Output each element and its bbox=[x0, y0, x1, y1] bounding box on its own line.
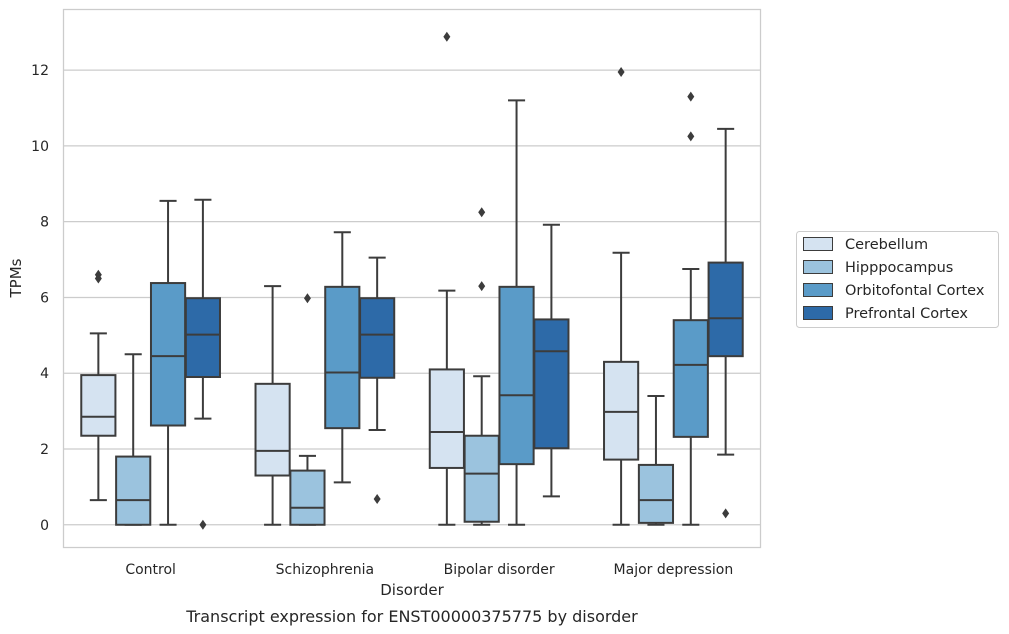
box-0-3 bbox=[603, 67, 640, 526]
y-tick-label: 8 bbox=[40, 215, 49, 231]
box-1-0 bbox=[115, 353, 152, 526]
box-body bbox=[289, 469, 326, 526]
box-body bbox=[672, 319, 709, 438]
box-body bbox=[428, 368, 465, 469]
box-body bbox=[359, 297, 396, 379]
legend-swatch bbox=[803, 306, 833, 320]
legend-label: Hipppocampus bbox=[845, 260, 953, 276]
legend-label: Prefrontal Cortex bbox=[845, 306, 968, 322]
y-axis-label: TPMs bbox=[7, 258, 25, 298]
box-1-1 bbox=[289, 293, 326, 526]
legend-label: Orbitofontal Cortex bbox=[845, 283, 985, 299]
outlier-point bbox=[617, 67, 625, 78]
y-tick-label: 10 bbox=[31, 139, 49, 155]
box-body bbox=[324, 285, 361, 430]
legend-label: Cerebellum bbox=[845, 237, 928, 253]
legend-swatch bbox=[803, 260, 833, 274]
box-body bbox=[498, 285, 535, 466]
box-3-0 bbox=[184, 198, 221, 530]
box-1-2 bbox=[463, 207, 500, 526]
legend-swatch bbox=[803, 237, 833, 251]
box-body bbox=[184, 297, 221, 379]
outlier-point bbox=[478, 207, 486, 218]
box-series bbox=[80, 31, 744, 530]
outlier-point bbox=[94, 269, 102, 280]
legend: Cerebellum Hipppocampus Orbitofontal Corte… bbox=[796, 231, 999, 328]
box-2-3 bbox=[672, 91, 709, 526]
y-tick-label: 2 bbox=[40, 442, 49, 458]
box-body bbox=[254, 382, 291, 477]
box-body bbox=[115, 455, 152, 526]
box-0-0 bbox=[80, 269, 117, 502]
box-0-1 bbox=[254, 285, 291, 526]
y-tick-label: 4 bbox=[40, 366, 49, 382]
chart-caption: Transcript expression for ENST0000037577… bbox=[185, 607, 638, 626]
grid-lines bbox=[63, 69, 761, 526]
x-tick-labels: Control Schizophrenia Bipolar disorder Majo… bbox=[125, 562, 733, 578]
box-body bbox=[533, 318, 570, 450]
outlier-point bbox=[687, 91, 695, 102]
x-tick-label: Control bbox=[125, 562, 176, 578]
box-2-2 bbox=[498, 99, 535, 526]
outlier-point bbox=[303, 293, 311, 304]
outlier-point bbox=[373, 494, 381, 505]
y-tick-label: 0 bbox=[40, 518, 49, 534]
y-tick-labels: 0 2 4 6 8 10 12 bbox=[31, 63, 49, 534]
x-tick-label: Schizophrenia bbox=[276, 562, 374, 578]
box-body bbox=[707, 261, 744, 358]
plot-frame bbox=[62, 8, 762, 549]
box-body bbox=[637, 463, 675, 524]
box-3-3 bbox=[707, 127, 744, 519]
y-tick-label: 12 bbox=[31, 63, 49, 79]
outlier-point bbox=[722, 508, 730, 519]
outlier-point bbox=[478, 281, 486, 292]
outlier-point bbox=[199, 519, 207, 530]
box-1-3 bbox=[637, 394, 675, 526]
x-axis-label: Disorder bbox=[380, 581, 444, 599]
legend-swatch bbox=[803, 283, 833, 297]
outlier-point bbox=[443, 31, 451, 42]
box-body bbox=[80, 374, 117, 437]
box-0-2 bbox=[428, 31, 465, 526]
outlier-point bbox=[687, 131, 695, 142]
x-tick-label: Major depression bbox=[614, 562, 734, 578]
x-tick-label: Bipolar disorder bbox=[444, 562, 555, 578]
box-3-2 bbox=[533, 223, 570, 498]
box-body bbox=[463, 434, 500, 523]
legend-frame bbox=[796, 231, 999, 328]
box-body bbox=[149, 282, 187, 427]
box-body bbox=[603, 360, 640, 461]
box-3-1 bbox=[359, 256, 396, 505]
y-tick-label: 6 bbox=[40, 290, 49, 306]
